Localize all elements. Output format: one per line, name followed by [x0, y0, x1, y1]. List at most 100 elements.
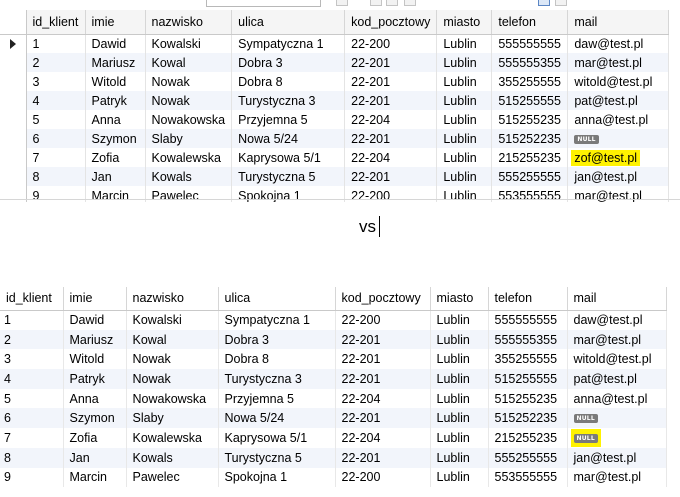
cell-miasto[interactable]: Lublin: [436, 186, 493, 202]
cell-ulica[interactable]: Turystyczna 3: [231, 91, 346, 110]
cell-mail[interactable]: NULL: [567, 428, 667, 448]
cell-telefon[interactable]: 515255555: [488, 369, 568, 389]
toolbar-button[interactable]: [538, 0, 550, 6]
cell-nazwisko[interactable]: Kowalewska: [145, 148, 233, 167]
table-row[interactable]: 6 Szymon Slaby Nowa 5/24 22-201 Lublin 5152522…: [0, 408, 667, 429]
cell-id-klient[interactable]: 7: [26, 148, 86, 167]
cell-nazwisko[interactable]: Nowak: [126, 349, 219, 370]
cell-ulica[interactable]: Turystyczna 3: [218, 369, 336, 389]
cell-miasto[interactable]: Lublin: [430, 447, 489, 468]
cell-miasto[interactable]: Lublin: [436, 110, 493, 129]
cell-telefon[interactable]: 515255555: [491, 91, 569, 110]
cell-id-klient[interactable]: 1: [0, 310, 64, 330]
cell-kod-pocztowy[interactable]: 22-200: [344, 34, 438, 53]
cell-imie[interactable]: Mariusz: [63, 329, 127, 350]
cell-kod-pocztowy[interactable]: 22-204: [335, 388, 431, 409]
cell-imie[interactable]: Zofia: [63, 428, 127, 448]
toolbar-button[interactable]: [370, 0, 382, 6]
cell-imie[interactable]: Marcin: [85, 186, 146, 202]
cell-id-klient[interactable]: 6: [0, 408, 64, 429]
cell-miasto[interactable]: Lublin: [436, 53, 493, 72]
cell-id-klient[interactable]: 8: [26, 167, 86, 186]
column-header-id-klient[interactable]: id_klient: [0, 287, 64, 311]
cell-nazwisko[interactable]: Kowalski: [126, 310, 219, 330]
table-row[interactable]: 8 Jan Kowals Turystyczna 5 22-201 Lublin 55525…: [0, 167, 670, 186]
column-header-kod-pocztowy[interactable]: kod_pocztowy: [335, 287, 431, 311]
cell-kod-pocztowy[interactable]: 22-201: [344, 91, 438, 110]
cell-nazwisko[interactable]: Kowals: [126, 447, 219, 468]
cell-telefon[interactable]: 515252235: [488, 408, 568, 429]
cell-nazwisko[interactable]: Nowak: [145, 91, 233, 110]
cell-mail[interactable]: witold@test.pl: [567, 72, 670, 91]
table-row[interactable]: 3 Witold Nowak Dobra 8 22-201 Lublin 355255555…: [0, 72, 670, 91]
column-header-ulica[interactable]: ulica: [231, 10, 346, 35]
table-row[interactable]: 7 Zofia Kowalewska Kaprysowa 5/1 22-204 Lubli…: [0, 428, 667, 448]
cell-kod-pocztowy[interactable]: 22-201: [344, 72, 438, 91]
toolbar-button[interactable]: [555, 0, 567, 6]
cell-imie[interactable]: Mariusz: [85, 53, 146, 72]
cell-ulica[interactable]: Dobra 8: [218, 349, 336, 370]
row-gutter[interactable]: [0, 129, 27, 148]
cell-id-klient[interactable]: 8: [0, 447, 64, 468]
cell-ulica[interactable]: Sympatyczna 1: [218, 310, 336, 330]
cell-mail[interactable]: jan@test.pl: [567, 167, 670, 186]
column-header-nazwisko[interactable]: nazwisko: [126, 287, 219, 311]
row-gutter[interactable]: [0, 53, 27, 72]
cell-kod-pocztowy[interactable]: 22-201: [344, 129, 438, 148]
column-header-nazwisko[interactable]: nazwisko: [145, 10, 233, 35]
cell-imie[interactable]: Zofia: [85, 148, 146, 167]
cell-nazwisko[interactable]: Kowal: [126, 329, 219, 350]
cell-miasto[interactable]: Lublin: [430, 388, 489, 409]
cell-mail[interactable]: NULL: [567, 408, 667, 429]
cell-id-klient[interactable]: 7: [0, 428, 64, 448]
table-row[interactable]: 7 Zofia Kowalewska Kaprysowa 5/1 22-204 Lubli…: [0, 148, 670, 167]
table-row[interactable]: 4 Patryk Nowak Turystyczna 3 22-201 Lublin 515…: [0, 91, 670, 110]
cell-nazwisko[interactable]: Slaby: [126, 408, 219, 429]
cell-telefon[interactable]: 555555355: [491, 53, 569, 72]
table-row[interactable]: 8 Jan Kowals Turystyczna 5 22-201 Lublin 55525…: [0, 447, 667, 468]
cell-miasto[interactable]: Lublin: [430, 329, 489, 350]
column-header-imie[interactable]: imie: [63, 287, 127, 311]
column-header-imie[interactable]: imie: [85, 10, 146, 35]
cell-ulica[interactable]: Spokojna 1: [231, 186, 346, 202]
cell-ulica[interactable]: Kaprysowa 5/1: [231, 148, 346, 167]
cell-mail[interactable]: zof@test.pl: [567, 148, 670, 167]
cell-miasto[interactable]: Lublin: [436, 91, 493, 110]
cell-ulica[interactable]: Przyjemna 5: [218, 388, 336, 409]
toolbar-button[interactable]: [386, 0, 398, 6]
cell-mail[interactable]: jan@test.pl: [567, 447, 667, 468]
cell-mail[interactable]: witold@test.pl: [567, 349, 667, 370]
cell-telefon[interactable]: 555555555: [488, 310, 568, 330]
cell-telefon[interactable]: 553555555: [491, 186, 569, 202]
cell-telefon[interactable]: 515252235: [491, 129, 569, 148]
table-row[interactable]: 2 Mariusz Kowal Dobra 3 22-201 Lublin 55555535…: [0, 329, 667, 350]
cell-telefon[interactable]: 515255235: [491, 110, 569, 129]
cell-telefon[interactable]: 515255235: [488, 388, 568, 409]
cell-miasto[interactable]: Lublin: [436, 129, 493, 148]
cell-mail[interactable]: NULL: [567, 129, 670, 148]
row-gutter[interactable]: [0, 91, 27, 110]
cell-telefon[interactable]: 555555355: [488, 329, 568, 350]
cell-imie[interactable]: Dawid: [85, 34, 146, 53]
cell-imie[interactable]: Patryk: [85, 91, 146, 110]
cell-ulica[interactable]: Spokojna 1: [218, 467, 336, 488]
row-gutter[interactable]: [0, 110, 27, 129]
cell-telefon[interactable]: 555255555: [488, 447, 568, 468]
cell-miasto[interactable]: Lublin: [430, 467, 489, 488]
cell-ulica[interactable]: Kaprysowa 5/1: [218, 428, 336, 448]
cell-id-klient[interactable]: 1: [26, 34, 86, 53]
column-header-kod-pocztowy[interactable]: kod_pocztowy: [344, 10, 438, 35]
cell-ulica[interactable]: Dobra 3: [218, 329, 336, 350]
cell-mail[interactable]: mar@test.pl: [567, 329, 667, 350]
cell-id-klient[interactable]: 3: [0, 349, 64, 370]
cell-mail[interactable]: daw@test.pl: [567, 310, 667, 330]
toolbar-button[interactable]: [404, 0, 416, 6]
cell-kod-pocztowy[interactable]: 22-201: [335, 369, 431, 389]
cell-nazwisko[interactable]: Kowalski: [145, 34, 233, 53]
cell-imie[interactable]: Jan: [85, 167, 146, 186]
cell-miasto[interactable]: Lublin: [436, 148, 493, 167]
cell-nazwisko[interactable]: Nowakowska: [126, 388, 219, 409]
row-gutter[interactable]: [0, 167, 27, 186]
cell-nazwisko[interactable]: Kowalewska: [126, 428, 219, 448]
toolbar-filter-field[interactable]: [206, 0, 321, 7]
